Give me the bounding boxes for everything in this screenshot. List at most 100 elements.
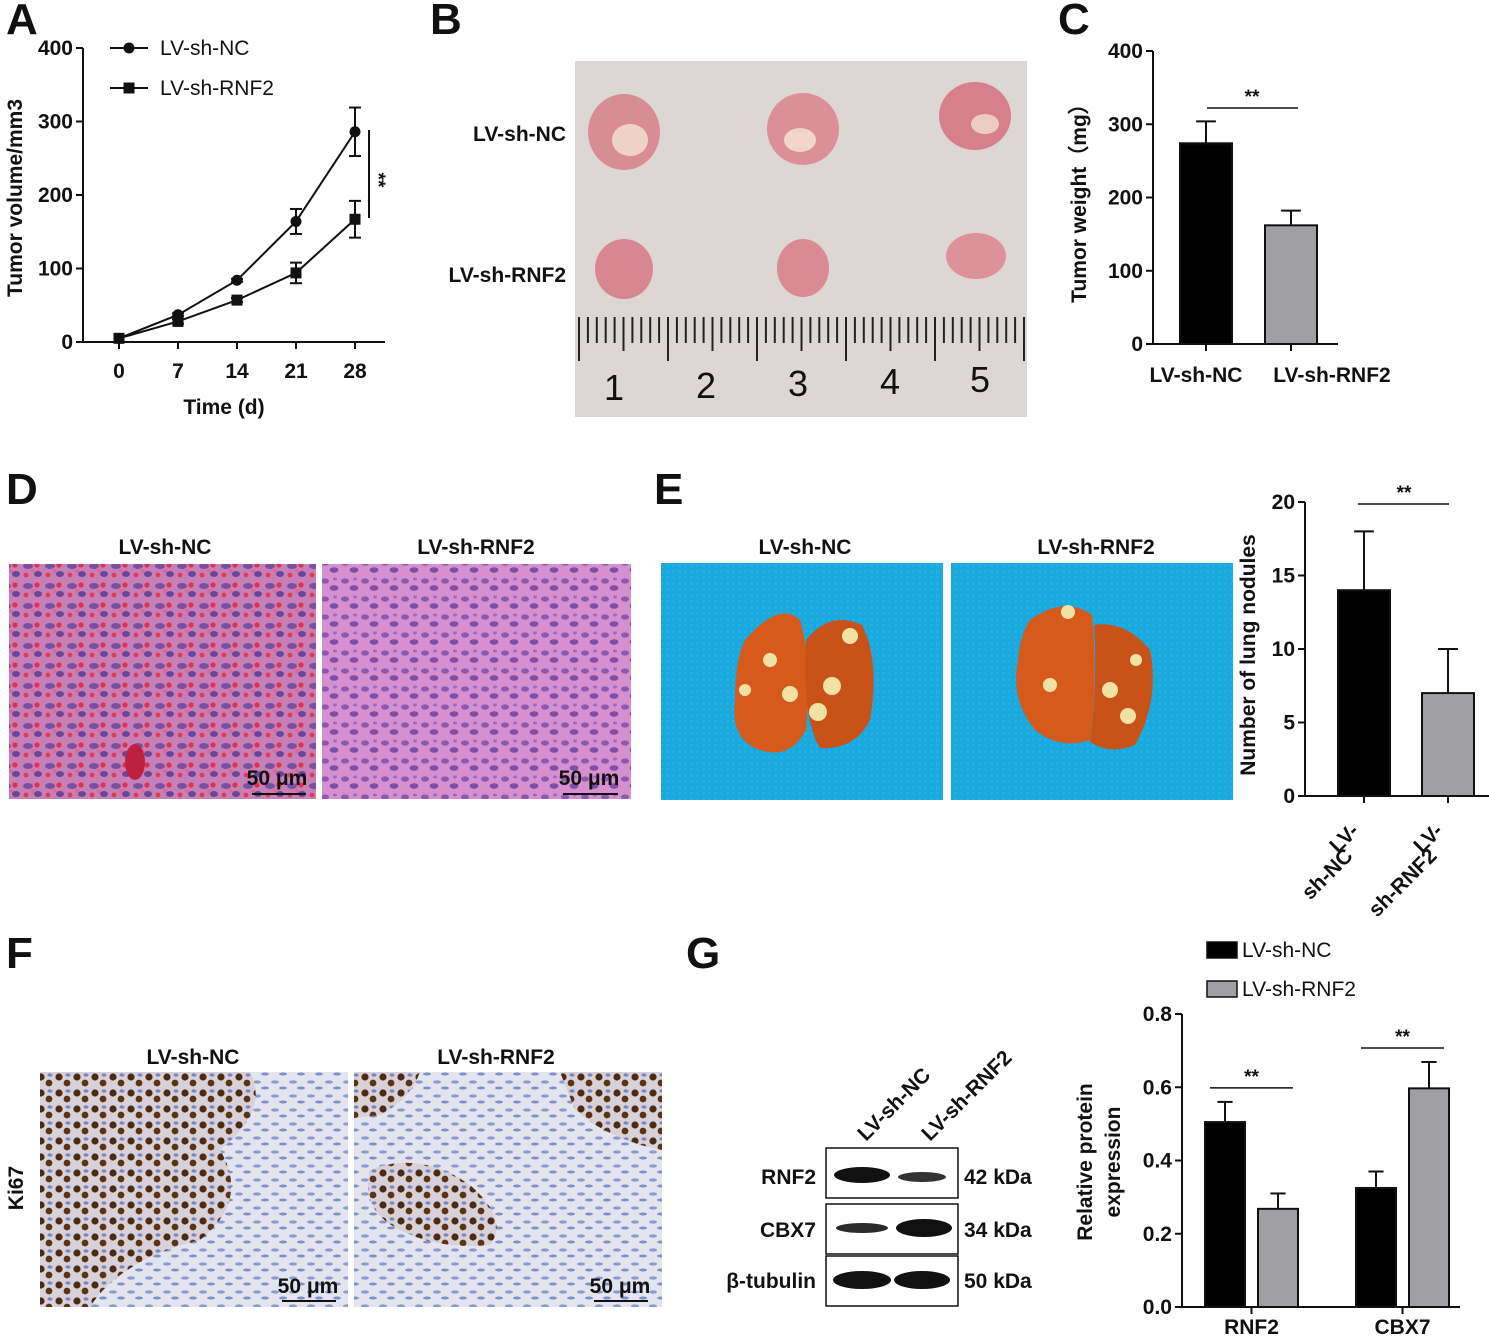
tumor-nc-1-core bbox=[612, 124, 648, 156]
legend-label: LV-sh-RNF2 bbox=[1242, 978, 1356, 1001]
y-axis-label: Tumor volume/mm3 bbox=[4, 99, 27, 297]
panel-label-e: E bbox=[654, 465, 683, 514]
ki67-row-label: Ki67 bbox=[5, 1166, 28, 1210]
lung-rnf2-nodule-1 bbox=[1061, 605, 1075, 619]
legend-swatch bbox=[1206, 941, 1238, 959]
bar bbox=[1408, 1087, 1450, 1308]
bar bbox=[1264, 224, 1318, 346]
lung-rnf2-nodule-2 bbox=[1043, 678, 1057, 692]
chart-c-tumor-weight: 0 100 200 300 400 LV-sh-NC LV-sh-RNF2 Tumor wei… bbox=[1067, 40, 1391, 387]
lung-nc-nodule-2 bbox=[782, 686, 798, 702]
he-image-rnf2 bbox=[322, 564, 631, 799]
photo-b-tumors: 1 2 3 4 5 LV-sh-NC LV-sh-RNF2 bbox=[449, 61, 1027, 417]
data-point bbox=[231, 294, 243, 306]
x-tick-label: 7 bbox=[172, 360, 184, 383]
x-tick-label: LV-sh-NC bbox=[1150, 364, 1243, 387]
y-tick-label: 0.6 bbox=[1143, 1076, 1172, 1099]
y-tick-label: 200 bbox=[38, 184, 73, 207]
y-tick-label: 400 bbox=[1108, 40, 1143, 63]
y-tick-label: 100 bbox=[1108, 260, 1143, 283]
row-label-nc: LV-sh-NC bbox=[473, 123, 566, 146]
significance-label: ** bbox=[1245, 87, 1260, 108]
blot-size-tubulin: 50 kDa bbox=[964, 1270, 1032, 1293]
bar bbox=[1257, 1207, 1299, 1308]
chart-a-tumor-volume: 0 100 200 300 400 0 7 14 21 28 Time (d) Tumor volum… bbox=[4, 37, 388, 419]
panel-label-f: F bbox=[6, 929, 33, 978]
tumor-rnf2-2 bbox=[777, 239, 829, 297]
blot-band-rnf2-nc bbox=[834, 1167, 890, 1183]
ki67-nc-positive-region bbox=[40, 1072, 256, 1307]
blot-lane-label-rnf2: LV-sh-RNF2 bbox=[917, 1046, 1016, 1145]
he-image-nc bbox=[9, 564, 316, 799]
ruler-number-2: 2 bbox=[696, 365, 716, 406]
blot-size-rnf2: 42 kDa bbox=[964, 1166, 1032, 1189]
tumor-rnf2-3 bbox=[946, 233, 1006, 279]
ruler-number-1: 1 bbox=[604, 367, 624, 408]
y-tick-label: 300 bbox=[1108, 113, 1143, 136]
data-point bbox=[172, 315, 184, 327]
lung-nc-nodule-3 bbox=[809, 703, 827, 721]
x-tick-label: sh-NC bbox=[1298, 844, 1358, 904]
ruler-number-5: 5 bbox=[970, 359, 990, 400]
blot-band-rnf2-rnf2 bbox=[898, 1172, 946, 1182]
lung-header-nc: LV-sh-NC bbox=[759, 536, 852, 559]
lung-rnf2-left-lobe bbox=[1016, 606, 1095, 744]
y-tick-label: 400 bbox=[38, 37, 73, 60]
y-axis-label: Relative protein bbox=[1074, 1083, 1097, 1241]
ki67-header-rnf2: LV-sh-RNF2 bbox=[437, 1046, 554, 1069]
y-tick-label: 15 bbox=[1272, 565, 1296, 588]
panel-label-b: B bbox=[430, 0, 462, 44]
y-tick-label: 10 bbox=[1272, 638, 1295, 661]
photo-d-he-staining: LV-sh-NC LV-sh-RNF2 50 μm 50 μm bbox=[9, 536, 631, 799]
data-point bbox=[113, 332, 125, 344]
lung-nc-nodule-6 bbox=[739, 684, 751, 696]
y-axis-label: Number of lung nodules bbox=[1237, 534, 1260, 776]
western-blot-g: LV-sh-NC LV-sh-RNF2 RNF2 CBX7 β-tubulin … bbox=[726, 1046, 1032, 1307]
panel-label-a: A bbox=[6, 0, 38, 44]
y-tick-label: 0.8 bbox=[1143, 1003, 1173, 1026]
blot-band-tubulin-nc bbox=[833, 1271, 891, 1289]
he-header-rnf2: LV-sh-RNF2 bbox=[417, 536, 534, 559]
legend-label: LV-sh-RNF2 bbox=[160, 77, 274, 100]
y-tick-label: 100 bbox=[38, 258, 73, 281]
blot-protein-cbx7: CBX7 bbox=[760, 1219, 816, 1242]
ki67-scale-label-rnf2: 50 μm bbox=[590, 1275, 651, 1298]
ki67-rnf2-positive-region-1 bbox=[354, 1072, 420, 1118]
he-header-nc: LV-sh-NC bbox=[119, 536, 212, 559]
ki67-scale-label-nc: 50 μm bbox=[278, 1275, 339, 1298]
x-tick-label: LV-sh-RNF2 bbox=[1273, 364, 1390, 387]
blot-protein-tubulin: β-tubulin bbox=[726, 1270, 816, 1293]
chart-g-protein-expression: 0.0 0.2 0.4 0.6 0.8 RNF2 ** CBX7 ** Relative prot… bbox=[1074, 939, 1460, 1339]
significance-label: ** bbox=[1395, 1027, 1410, 1048]
lung-nc-left-lobe bbox=[734, 613, 808, 753]
y-tick-label: 0 bbox=[1131, 333, 1143, 356]
x-tick-label: 14 bbox=[225, 360, 249, 383]
blot-size-cbx7: 34 kDa bbox=[964, 1219, 1032, 1242]
tumor-nc-3 bbox=[939, 82, 1011, 150]
blot-protein-rnf2: RNF2 bbox=[761, 1166, 816, 1189]
y-tick-label: 20 bbox=[1272, 491, 1295, 514]
he-scale-label-rnf2: 50 μm bbox=[559, 767, 620, 790]
ki67-rnf2-positive-region-2 bbox=[560, 1072, 662, 1150]
significance-label: ** bbox=[367, 173, 388, 188]
y-tick-label: 300 bbox=[38, 111, 73, 134]
ruler-number-3: 3 bbox=[788, 363, 808, 404]
x-tick-label: RNF2 bbox=[1224, 1316, 1279, 1339]
x-tick-label: 21 bbox=[284, 360, 308, 383]
legend-label: LV-sh-NC bbox=[160, 37, 249, 60]
series-line bbox=[118, 131, 356, 340]
x-tick-label: sh-RNF2 bbox=[1364, 844, 1441, 921]
blot-band-cbx7-nc bbox=[836, 1223, 888, 1233]
data-point bbox=[290, 215, 302, 227]
bar bbox=[1204, 1121, 1246, 1308]
x-tick-label: CBX7 bbox=[1374, 1316, 1430, 1339]
photo-e-lungs: LV-sh-NC LV-sh-RNF2 bbox=[661, 536, 1233, 800]
data-point bbox=[231, 274, 243, 286]
y-tick-label: 0.2 bbox=[1143, 1223, 1172, 1246]
row-label-rnf2: LV-sh-RNF2 bbox=[449, 264, 566, 287]
bar bbox=[1355, 1186, 1397, 1308]
bar bbox=[1179, 142, 1233, 345]
y-tick-label: 0 bbox=[61, 331, 73, 354]
